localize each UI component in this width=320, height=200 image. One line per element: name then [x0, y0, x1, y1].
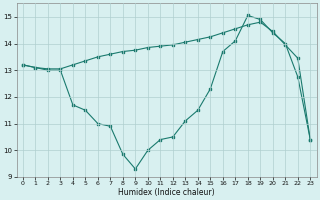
X-axis label: Humidex (Indice chaleur): Humidex (Indice chaleur)	[118, 188, 215, 197]
